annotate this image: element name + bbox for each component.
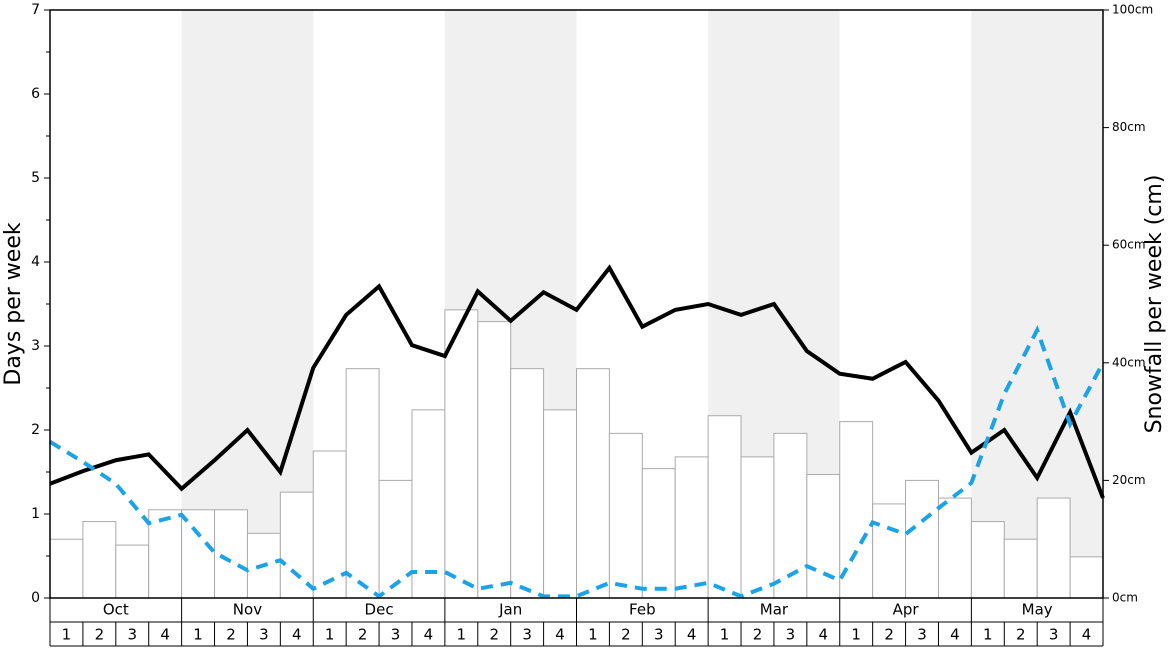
y2-tick-label: 80cm [1112,120,1146,134]
week-label: 1 [720,626,730,644]
week-label: 2 [226,626,236,644]
week-label: 4 [160,626,170,644]
snowfall-bar [740,456,775,599]
snowfall-bar [905,479,939,599]
y2-tick-label: 60cm [1112,238,1146,252]
week-label: 3 [917,626,927,644]
snowfall-bar [279,491,314,599]
week-label: 4 [555,626,565,644]
week-label: 3 [1049,626,1059,644]
week-label: 1 [457,626,467,644]
snowfall-bar [872,503,907,599]
week-label: 2 [884,626,894,644]
snowfall-bar [378,479,413,599]
y2-tick-label: 40cm [1112,355,1146,369]
week-label: 2 [95,626,105,644]
week-label: 2 [621,626,631,644]
y-tick-label: 6 [31,86,40,102]
y2-tick-label: 100cm [1112,3,1153,17]
snowfall-bar [1036,497,1071,599]
y-tick-label: 2 [31,422,40,438]
week-label: 3 [654,626,664,644]
snowfall-bar [411,409,446,599]
week-label: 2 [753,626,763,644]
y-tick-label: 1 [31,506,40,522]
week-label: 3 [259,626,269,644]
y-tick-label: 7 [31,2,40,18]
snowfall-bar [674,456,709,599]
y2-axis-label: Snowfall per week (cm) [1142,175,1167,434]
y2-tick-label: 0cm [1112,591,1138,605]
snowfall-bar [937,497,972,599]
month-label: Mar [760,601,789,619]
days-line [48,324,1105,599]
month-label: Nov [233,601,262,619]
snowfall-bar [312,450,347,599]
week-label: 4 [687,626,697,644]
week-label: 4 [424,626,434,644]
snowfall-bar [477,321,512,599]
snowfall-bar [345,368,380,599]
month-label: Dec [365,601,394,619]
month-label: Jan [498,601,522,619]
week-label: 2 [358,626,368,644]
snowfall-bar [1069,556,1104,599]
week-label: 2 [1016,626,1026,644]
month-label: Oct [103,601,129,619]
snowfall-bar [444,309,479,599]
week-label: 1 [983,626,993,644]
week-label: 1 [588,626,598,644]
week-label: 1 [193,626,203,644]
y-tick-label: 3 [31,338,40,354]
snowfall-bar [543,409,577,599]
snowfall-bar [970,521,1005,599]
snowfall-bar [641,468,676,599]
snowfall-bar [148,509,183,599]
week-label: 2 [489,626,499,644]
snowfall-bar [510,368,545,599]
week-label: 1 [325,626,335,644]
snowfall-bar [773,432,808,599]
y-axis-label: Days per week [1,222,26,385]
week-label: 3 [522,626,532,644]
month-label: Apr [893,601,920,619]
y-tick-label: 5 [31,170,40,186]
snowfall-bar [608,432,643,599]
y-tick-label: 4 [31,254,40,270]
month-label: Feb [629,601,656,619]
snowfall-bar [806,474,841,599]
y-tick-label: 0 [31,590,40,606]
week-label: 4 [950,626,960,644]
y2-tick-label: 20cm [1112,473,1146,487]
month-label: May [1022,601,1053,619]
snowfall-bar [576,368,610,599]
days-line [49,264,1105,499]
snowfall-bar [707,415,742,599]
snowfall-bar [181,509,216,599]
snowfall-bar [49,538,84,599]
snowfall-bar [1003,538,1038,599]
snowfall-bar [82,521,117,599]
week-label: 4 [1082,626,1092,644]
snowfall-bar [214,509,248,599]
snowfall-bar [115,544,150,599]
week-label: 4 [819,626,829,644]
week-label: 1 [851,626,861,644]
week-label: 1 [62,626,72,644]
week-label: 3 [127,626,137,644]
week-label: 3 [786,626,796,644]
week-label: 4 [292,626,302,644]
week-label: 3 [391,626,401,644]
